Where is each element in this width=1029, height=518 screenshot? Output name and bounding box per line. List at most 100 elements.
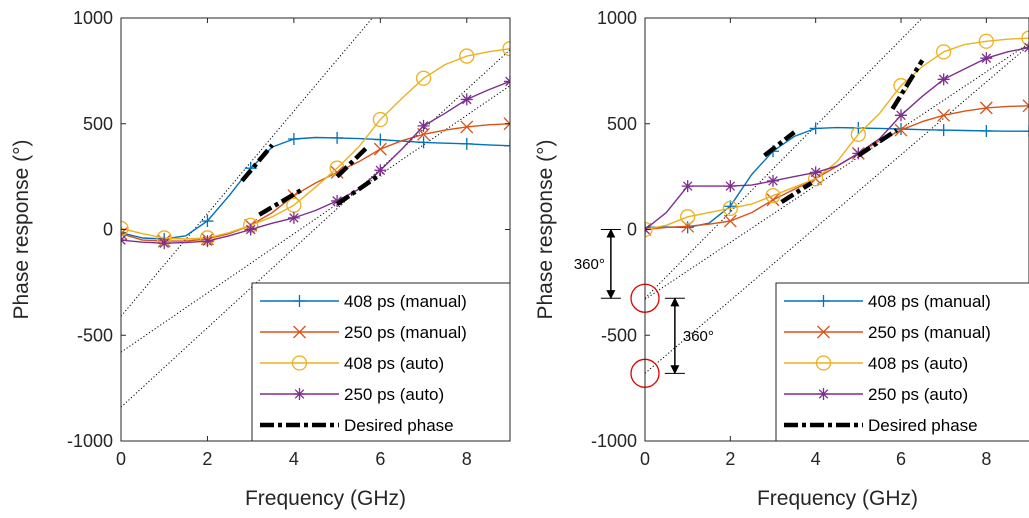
series-0-point — [504, 139, 510, 152]
legend-swatch-marker — [815, 355, 832, 371]
legend-box — [251, 282, 511, 442]
legend: 408 ps (manual) 250 ps (manual) 408 ps (au… — [251, 282, 511, 442]
series-0-point — [1023, 125, 1029, 138]
series-0-point — [374, 133, 387, 146]
series-3-point — [374, 164, 387, 177]
desired-phase-segment-0 — [240, 143, 274, 183]
legend-label: Desired phase — [344, 416, 454, 435]
series-line-0 — [121, 136, 510, 240]
y-tick-label: 0 — [627, 220, 637, 240]
y-tick-label: 500 — [607, 114, 637, 134]
series-2-point — [936, 44, 952, 60]
series-0-point — [201, 215, 214, 228]
y-tick-label: 0 — [103, 220, 113, 240]
series-1-point — [937, 108, 951, 122]
y-tick-label: 500 — [83, 114, 113, 134]
series-0-point — [331, 131, 344, 144]
series-2-point — [978, 33, 994, 49]
y-axis-label: Phase response (°) — [10, 140, 33, 320]
desired-phase-segment-3 — [890, 59, 925, 111]
legend-label: 408 ps (auto) — [344, 354, 444, 373]
plot-contents — [121, 18, 510, 408]
series-3-point — [724, 180, 737, 193]
x-tick-label: 6 — [896, 449, 906, 469]
x-tick-label: 0 — [640, 449, 650, 469]
x-tick-label: 2 — [202, 449, 212, 469]
desired-phase-segment-2 — [335, 145, 369, 179]
x-tick-label: 6 — [375, 449, 385, 469]
legend-label: 408 ps (manual) — [344, 292, 467, 311]
series-2-point — [415, 70, 432, 86]
series-1-point — [766, 193, 780, 207]
x-axis-label: Frequency (GHz) — [245, 487, 406, 510]
x-tick-label: 2 — [725, 449, 735, 469]
series-3-point — [244, 223, 257, 236]
series-line-1 — [121, 123, 510, 242]
legend-label: 250 ps (auto) — [344, 385, 444, 404]
series-line-2 — [121, 48, 510, 240]
series-1-point — [373, 142, 387, 156]
legend-swatch-marker — [291, 355, 308, 371]
legend-label: 250 ps (manual) — [868, 323, 991, 342]
y-tick-label: -500 — [601, 325, 637, 345]
legend-label: 408 ps (auto) — [868, 354, 968, 373]
x-tick-label: 0 — [116, 449, 126, 469]
series-1-point — [979, 101, 993, 115]
series-3-point — [809, 166, 822, 179]
series-3-point — [417, 119, 430, 132]
series-line-2 — [645, 37, 1029, 231]
series-2-point — [680, 209, 696, 225]
legend-swatch-marker — [817, 388, 830, 400]
series-1-point — [503, 117, 510, 131]
series-1-point — [460, 120, 474, 134]
series-1-point — [894, 123, 908, 137]
legend-swatch-marker — [293, 325, 306, 339]
series-1-point — [723, 214, 737, 228]
series-2-point — [765, 188, 781, 204]
series-2-point — [645, 221, 653, 238]
series-3-point — [980, 52, 993, 65]
series-0-point — [937, 124, 950, 137]
x-axis-label: Frequency (GHz) — [757, 487, 918, 510]
series-0-point — [809, 122, 822, 135]
desired-phase-segment-1 — [258, 187, 304, 217]
legend-swatch-marker — [817, 325, 830, 339]
series-0-point — [724, 200, 737, 213]
x-tick-label: 4 — [289, 449, 299, 469]
x-tick-label: 8 — [462, 449, 472, 469]
legend-label: 408 ps (manual) — [868, 292, 991, 311]
series-2-point — [1021, 30, 1029, 46]
y-tick-label: -1000 — [67, 431, 113, 451]
series-2-point — [121, 220, 129, 237]
desired-phase-segment-0 — [763, 130, 796, 158]
series-3-point — [158, 237, 171, 250]
series-3-point — [460, 93, 473, 106]
legend: 408 ps (manual) 250 ps (manual) 408 ps (au… — [775, 282, 1029, 442]
series-1-point — [330, 165, 344, 179]
desired-phase-segment-2 — [857, 128, 898, 158]
series-3-point — [895, 109, 907, 122]
legend-label: 250 ps (manual) — [344, 323, 467, 342]
extrapolation-line-2 — [645, 45, 1029, 374]
y-tick-label: 1000 — [73, 8, 113, 28]
legend-swatch-marker — [817, 295, 830, 307]
series-1-point — [1022, 99, 1029, 113]
series-0-point — [980, 124, 993, 137]
legend-label: Desired phase — [868, 416, 978, 435]
desired-phase-segment-1 — [780, 181, 813, 204]
series-3-point — [201, 235, 214, 248]
series-2-point — [372, 111, 388, 128]
series-3-point — [287, 211, 300, 224]
left-chart-panel: 0 2 4 6 8 -1000 -500 0 500 1000 Frequency (GHz) Pha… — [10, 8, 511, 510]
extrapolation-line-1 — [121, 85, 510, 353]
extrapolation-line-1 — [645, 42, 1029, 300]
series-3-point — [331, 194, 344, 207]
series-0-point — [417, 136, 430, 149]
series-3-point — [767, 174, 779, 187]
desired-phase-segment-3 — [335, 172, 382, 206]
series-2-point — [722, 200, 738, 217]
series-line-0 — [645, 126, 1029, 229]
legend-swatch-marker — [293, 295, 306, 307]
extrapolation-line-0 — [645, 18, 923, 299]
